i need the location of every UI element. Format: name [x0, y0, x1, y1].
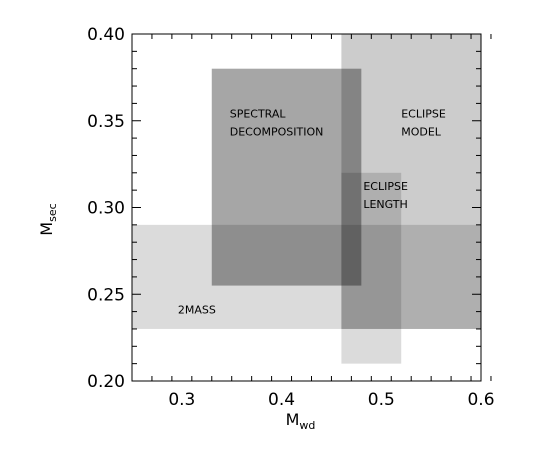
axis-ticks: [131, 33, 492, 382]
x-axis-title: Mwd: [286, 410, 316, 432]
confidence-regions: [132, 34, 481, 364]
x-tick-label: 0.3: [168, 390, 195, 410]
x-tick-label: 0.4: [268, 390, 295, 410]
tick-labels: 0.3 0.4 0.5 0.6 0.20 0.25 0.30 0.35 0.40: [87, 25, 494, 410]
region-label-eclipse-length: ECLIPSE LENGTH: [363, 180, 408, 211]
x-tick-label: 0.6: [467, 390, 494, 410]
y-tick-label: 0.30: [87, 199, 125, 219]
y-tick-label: 0.20: [87, 372, 125, 392]
region-label-2mass: 2MASS: [178, 303, 216, 316]
region-2mass: [132, 224, 481, 329]
y-tick-label: 0.35: [87, 112, 125, 132]
region-eclipse-model: [341, 34, 481, 329]
region-label-spectral-decomposition: SPECTRAL DECOMPOSITION: [230, 107, 324, 138]
y-tick-label: 0.25: [87, 285, 125, 305]
x-tick-label: 0.5: [368, 390, 395, 410]
axis-titles: Mwd Msec: [37, 203, 315, 432]
region-eclipse-length: [341, 172, 402, 364]
region-labels: SPECTRAL DECOMPOSITION ECLIPSE MODEL ECLIPSE…: [178, 107, 446, 316]
y-tick-label: 0.40: [87, 25, 125, 45]
region-spectral-decomposition: [211, 68, 362, 286]
region-label-eclipse-model: ECLIPSE MODEL: [401, 107, 446, 138]
y-axis-title: Msec: [37, 203, 59, 235]
